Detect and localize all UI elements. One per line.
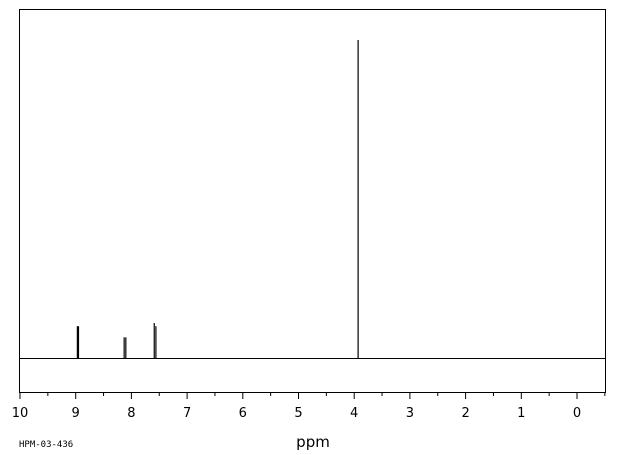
x-axis-title: ppm: [296, 433, 330, 451]
x-tick-label: 3: [406, 406, 414, 421]
x-tick-label: 5: [294, 406, 302, 421]
x-axis-ticks: [19, 392, 606, 399]
x-tick-label: 6: [239, 406, 247, 421]
x-tick-label: 4: [350, 406, 358, 421]
x-axis-tick-labels: 10 9 8 7 6 5 4 3 2 1 0: [12, 406, 581, 421]
sample-code: HPM-03-436: [19, 440, 73, 450]
x-tick-label: 8: [127, 406, 135, 421]
x-tick-label: 0: [573, 406, 581, 421]
x-tick-label: 2: [461, 406, 469, 421]
spectrum-peaks: [76, 40, 359, 358]
plot-frame: [19, 9, 606, 393]
x-tick-label: 1: [517, 406, 525, 421]
x-tick-label: 9: [72, 406, 80, 421]
x-tick-label: 7: [183, 406, 191, 421]
x-tick-label: 10: [12, 406, 29, 421]
